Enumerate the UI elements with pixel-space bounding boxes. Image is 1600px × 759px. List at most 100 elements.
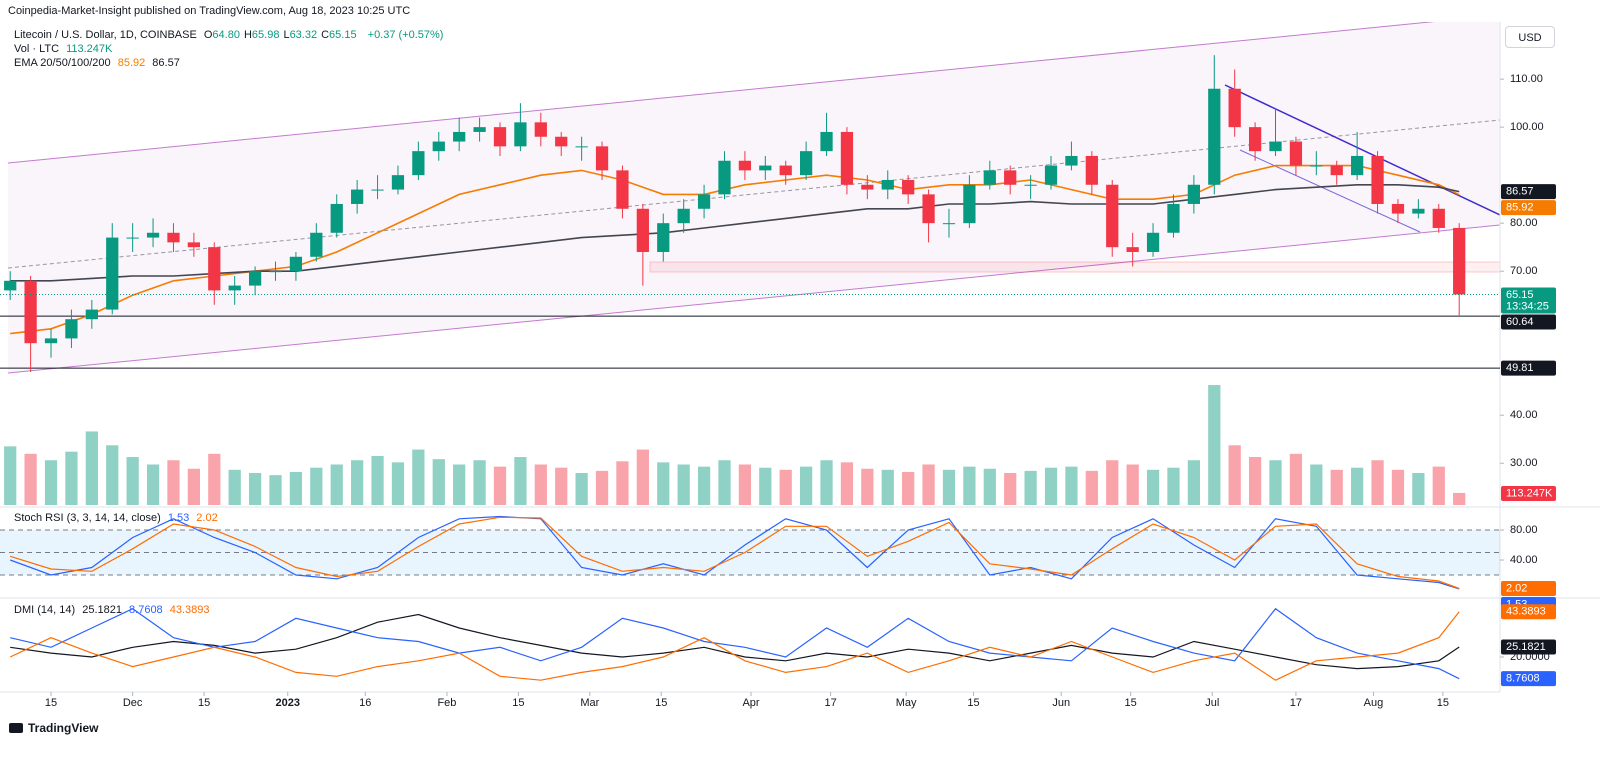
volume-bar [840,462,854,505]
candle-body [1412,208,1425,214]
adx: 25.1821 [82,604,122,616]
price-label-bg [1501,314,1556,330]
candle-body [248,271,262,286]
volume-bar [371,455,384,505]
y-tick-label: 80.00 [1510,217,1538,229]
volume-bar [248,473,262,505]
candle-body [983,170,996,185]
price-label-bg [1501,287,1556,314]
candle-body [595,146,609,171]
candle-body [208,247,221,291]
price-label: 2.02 [1506,582,1527,594]
candle-body [1126,247,1139,252]
price-label: 49.81 [1506,362,1534,374]
candle-body [44,338,58,344]
candle-body [820,131,833,152]
volume-bar [167,460,180,505]
brand: TradingView [28,721,99,735]
x-tick-label: 17 [1290,697,1302,709]
x-tick-label: Mar [580,697,599,709]
volume-bar [391,462,405,505]
price-label-bg [1501,184,1556,200]
minus-di: 43.3893 [169,604,210,616]
legend-stoch: Stoch RSI (3, 3, 14, 14, close) 1.53 2.0… [14,512,222,525]
volume-bar [1310,464,1323,505]
volume-bar [1208,385,1221,505]
trendline-lower [1239,149,1421,233]
candle-body [1228,88,1241,128]
dmi-title: DMI (14, 14) [14,604,76,616]
volume-bar [800,466,813,505]
price-label: 60.64 [1506,316,1534,328]
candle-body [24,280,37,344]
publisher-line: Coinpedia-Market-Insight published on Tr… [8,5,411,17]
candle-body [942,223,956,225]
candle-body [1248,127,1262,152]
price-label: 25.1821 [1506,641,1546,653]
x-tick-label: 15 [655,697,667,709]
currency-button[interactable]: USD [1505,26,1555,48]
volume-bar [1391,469,1405,505]
candle-body [636,208,649,252]
x-tick-label: Jun [1052,697,1070,709]
zone [649,261,1500,273]
candle-body [1146,232,1160,252]
candle-body [718,160,731,195]
candle-body [330,203,343,233]
volume-bar [1106,460,1119,505]
volume-bar [1289,453,1303,505]
volume-bar [820,460,833,505]
y-tick-label: 110.00 [1510,73,1543,85]
candle-body [65,319,78,339]
channel-bottom [7,224,1500,374]
candle-body [1371,155,1384,204]
candle-body [310,232,323,257]
volume-bar [85,431,98,505]
volume-bar [146,464,160,505]
x-tick-label: May [896,697,917,709]
candle-body [881,179,894,190]
candle-body [187,242,200,248]
volume-bar [228,469,241,505]
price-label: 8.7608 [1506,673,1540,685]
volume-bar [963,466,976,505]
price-label-bg [1501,581,1556,597]
candle-body [677,208,690,224]
x-tick-label: 15 [198,697,210,709]
x-tick-label: 17 [824,697,836,709]
channel-fill [8,22,1500,373]
candle-body [1289,141,1303,166]
indicator-line [10,607,1460,680]
volume-bar [1044,467,1058,505]
candle-body [616,170,629,209]
volume-bar [534,464,547,505]
volume-value: 113.247K [66,43,113,55]
volume-bar [1453,492,1466,505]
price-label-bg [1501,200,1556,216]
logo [9,723,23,733]
volume-bar [718,460,731,505]
candle-body [473,127,486,132]
volume-bar [1065,466,1078,505]
x-tick-label: Jul [1205,697,1219,709]
candle-body [432,141,445,152]
stoch-d: 2.02 [196,512,218,524]
volume-bar [473,460,486,505]
candle-body [167,232,180,243]
volume-bar [1432,466,1445,505]
ohlc-value: 65.15 [329,29,357,41]
indicator-line [9,515,1460,590]
candle-body [1330,165,1343,176]
ohlc: O64.80 H65.98 L63.32 C65.15 [204,29,361,41]
volume-bar [1004,473,1017,505]
y-tick-label: 40.00 [1510,554,1538,566]
volume-bar [1412,473,1425,505]
volume-bar [1187,460,1200,505]
candle-body [1208,88,1221,185]
volume-bar [208,453,221,505]
candle-body [493,127,507,147]
volume-bar [697,466,711,505]
candle-body [657,223,670,252]
volume-bar [1167,467,1180,505]
candle-body [1453,227,1466,295]
